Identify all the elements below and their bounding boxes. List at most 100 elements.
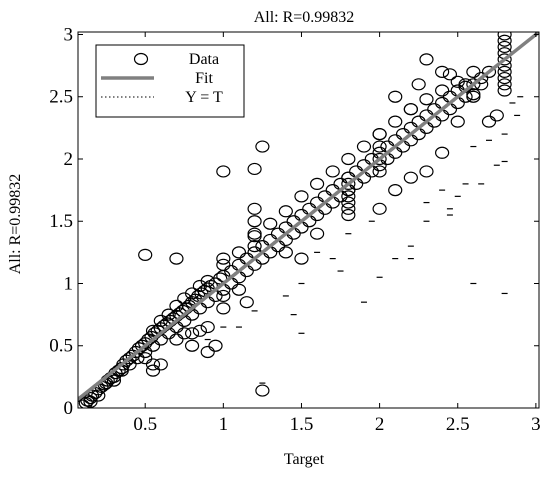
data-point	[309, 227, 325, 240]
data-point	[419, 165, 434, 178]
data-point	[341, 202, 356, 215]
data-point	[497, 34, 512, 47]
data-point	[325, 165, 340, 178]
data-point	[231, 246, 247, 259]
data-point	[450, 115, 465, 128]
data-point	[184, 287, 200, 300]
data-point	[177, 327, 192, 340]
data-point	[411, 78, 426, 91]
data-point	[294, 252, 309, 265]
data-point	[372, 165, 387, 178]
data-point	[263, 217, 278, 230]
x-tick-label: 2	[375, 414, 385, 435]
data-point	[341, 190, 356, 203]
data-point	[200, 320, 215, 334]
data-point	[200, 345, 215, 359]
y-tick-label: 1	[64, 273, 74, 294]
data-point	[497, 65, 512, 78]
y-axis-label: All: R=0.99832	[7, 174, 24, 275]
data-point	[419, 53, 434, 66]
data-point	[91, 389, 106, 402]
data-point	[403, 171, 418, 184]
data-point	[216, 252, 231, 265]
data-point	[169, 299, 184, 313]
data-point	[161, 308, 176, 321]
data-point	[216, 258, 231, 271]
data-point	[153, 314, 168, 327]
legend-label: Fit	[195, 70, 213, 87]
x-tick-label: 1.5	[290, 414, 314, 435]
data-point	[341, 196, 356, 209]
data-point	[278, 246, 293, 259]
data-point	[153, 358, 168, 371]
data-point	[247, 240, 262, 253]
data-point	[145, 358, 161, 371]
data-point	[216, 289, 231, 303]
data-point	[83, 395, 98, 408]
legend-label: Y = T	[185, 89, 223, 106]
y-tick-label: 3	[64, 24, 74, 45]
y-tick-label: 0	[64, 398, 74, 419]
data-point	[184, 339, 200, 352]
data-point	[466, 65, 481, 78]
data-point	[169, 252, 184, 265]
data-point	[255, 384, 270, 397]
x-tick-label: 0.5	[133, 414, 157, 435]
axes-layer: 0.5 1 1.5 2 2.5 3 0 0.5 1 1.5 2 2.5 3	[49, 24, 540, 435]
marks-layer	[78, 32, 539, 408]
data-point	[184, 327, 200, 340]
data-point	[247, 162, 262, 176]
data-point	[106, 374, 122, 387]
y-tick-label: 1.5	[49, 211, 73, 232]
data-point	[138, 248, 153, 261]
data-point	[192, 324, 207, 337]
data-point	[435, 84, 450, 97]
legend-circle-icon	[133, 52, 149, 66]
data-point	[388, 184, 403, 197]
data-point	[497, 84, 512, 97]
data-point	[474, 71, 489, 85]
x-tick-label: 3	[531, 414, 541, 435]
data-point	[138, 352, 153, 365]
data-point	[309, 177, 325, 190]
data-point	[247, 215, 262, 228]
x-axis-label: Target	[284, 451, 325, 468]
y-tick-label: 0.5	[49, 336, 73, 357]
data-point	[442, 68, 458, 81]
x-tick-label: 2.5	[446, 414, 470, 435]
data-point	[239, 296, 254, 309]
data-point	[388, 90, 403, 103]
data-point	[450, 75, 465, 88]
data-point	[497, 53, 512, 66]
data-point	[372, 140, 387, 153]
data-point	[497, 71, 512, 85]
data-point	[341, 152, 356, 166]
chart-title: All: R=0.99832	[254, 9, 355, 26]
data-point	[247, 227, 262, 240]
data-point	[388, 115, 403, 128]
plot-area	[78, 32, 539, 408]
data-point	[372, 152, 387, 166]
fit-line	[78, 32, 539, 401]
data-point	[489, 109, 504, 122]
axes-frame	[77, 31, 540, 409]
data-point	[231, 283, 247, 296]
data-point	[278, 205, 293, 218]
data-point	[466, 90, 481, 103]
data-point	[372, 202, 387, 215]
data-point	[247, 202, 262, 215]
data-point	[466, 78, 481, 91]
legend-label: Data	[189, 51, 219, 68]
data-point	[169, 333, 184, 346]
data-point	[341, 208, 356, 222]
data-point	[435, 65, 450, 78]
data-point	[216, 302, 231, 315]
data-point	[145, 324, 161, 337]
y-tick-label: 2.5	[49, 87, 73, 108]
data-point	[145, 364, 161, 377]
y-tick-label: 2	[64, 149, 74, 170]
data-point	[356, 140, 372, 153]
data-point	[481, 65, 497, 78]
